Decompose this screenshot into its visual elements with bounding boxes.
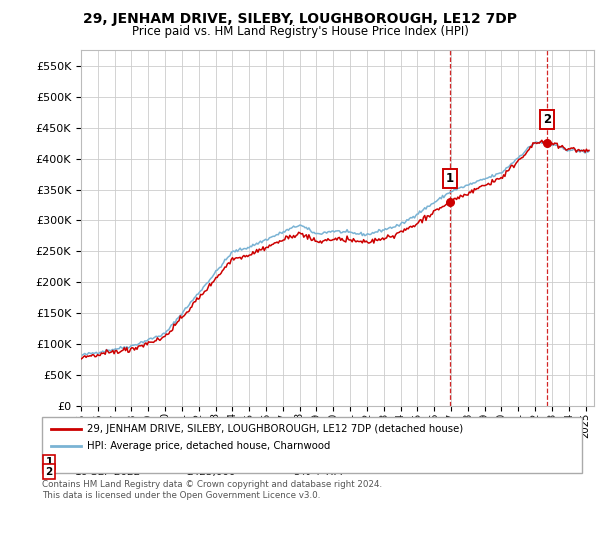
Text: HPI: Average price, detached house, Charnwood: HPI: Average price, detached house, Char… [87, 441, 331, 451]
Text: 16-SEP-2022: 16-SEP-2022 [75, 466, 141, 477]
Text: 1: 1 [46, 457, 53, 467]
Text: £329,995: £329,995 [186, 457, 236, 467]
Text: £425,000: £425,000 [186, 466, 235, 477]
Text: 1: 1 [446, 172, 454, 185]
Text: 3% ↑ HPI: 3% ↑ HPI [294, 466, 343, 477]
Text: 2: 2 [46, 466, 53, 477]
Text: 29, JENHAM DRIVE, SILEBY, LOUGHBOROUGH, LE12 7DP: 29, JENHAM DRIVE, SILEBY, LOUGHBOROUGH, … [83, 12, 517, 26]
Text: 29, JENHAM DRIVE, SILEBY, LOUGHBOROUGH, LE12 7DP (detached house): 29, JENHAM DRIVE, SILEBY, LOUGHBOROUGH, … [87, 424, 463, 434]
Text: Contains HM Land Registry data © Crown copyright and database right 2024.
This d: Contains HM Land Registry data © Crown c… [42, 480, 382, 500]
Text: 11% ↑ HPI: 11% ↑ HPI [294, 457, 349, 467]
Text: Price paid vs. HM Land Registry's House Price Index (HPI): Price paid vs. HM Land Registry's House … [131, 25, 469, 38]
Text: 2: 2 [543, 113, 551, 126]
Text: 09-DEC-2016: 09-DEC-2016 [75, 457, 144, 467]
